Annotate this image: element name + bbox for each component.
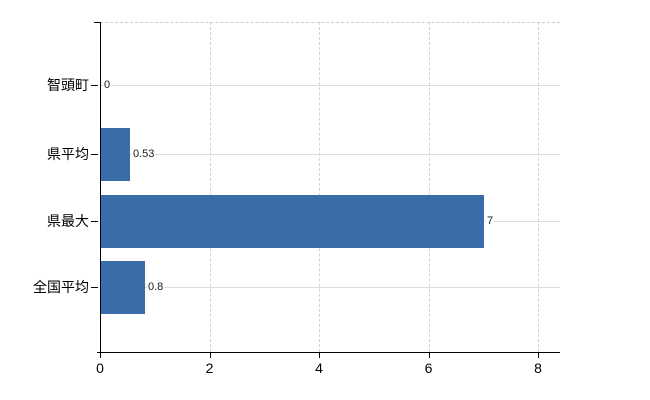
y-axis-line[interactable] <box>100 22 101 358</box>
category-label[interactable]: 県平均 <box>47 146 89 162</box>
x-tick-label[interactable]: 8 <box>534 360 542 376</box>
x-axis-tick[interactable] <box>100 352 101 358</box>
gridline-top[interactable] <box>100 22 560 23</box>
bar-value-label[interactable]: 7 <box>486 214 495 228</box>
gridline-vertical[interactable] <box>209 22 211 352</box>
y-axis-top-tick[interactable] <box>94 22 100 23</box>
gridline-horizontal[interactable] <box>100 85 560 86</box>
gridline-horizontal[interactable] <box>100 154 560 155</box>
x-axis-tick[interactable] <box>538 352 539 358</box>
category-label[interactable]: 県最大 <box>47 213 89 229</box>
gridline-vertical[interactable] <box>319 22 320 352</box>
y-axis-tick[interactable] <box>91 85 98 86</box>
gridline-vertical[interactable] <box>538 22 539 352</box>
x-tick-label[interactable]: 2 <box>205 360 214 376</box>
x-axis-tick[interactable] <box>428 352 430 358</box>
bar[interactable] <box>101 195 484 248</box>
category-label[interactable]: 智頭町 <box>47 77 89 93</box>
x-axis-tick[interactable] <box>209 352 211 358</box>
gridline-vertical[interactable] <box>428 22 430 352</box>
x-axis-tick[interactable] <box>319 352 320 358</box>
x-tick-label[interactable]: 6 <box>424 360 433 376</box>
y-axis-tick[interactable] <box>91 154 98 155</box>
bar-value-label[interactable]: 0 <box>103 78 112 92</box>
y-axis-tick[interactable] <box>91 287 98 288</box>
x-tick-label[interactable]: 0 <box>96 360 104 376</box>
x-tick-label[interactable]: 4 <box>315 360 323 376</box>
y-axis-tick[interactable] <box>91 221 98 222</box>
bar[interactable] <box>101 261 145 314</box>
category-label[interactable]: 全国平均 <box>33 279 89 295</box>
bar-value-label[interactable]: 0.8 <box>147 280 165 294</box>
gridline-horizontal[interactable] <box>100 287 560 288</box>
x-axis-line[interactable] <box>97 352 560 353</box>
bar[interactable] <box>101 128 130 181</box>
bar-value-label[interactable]: 0.53 <box>132 147 156 161</box>
